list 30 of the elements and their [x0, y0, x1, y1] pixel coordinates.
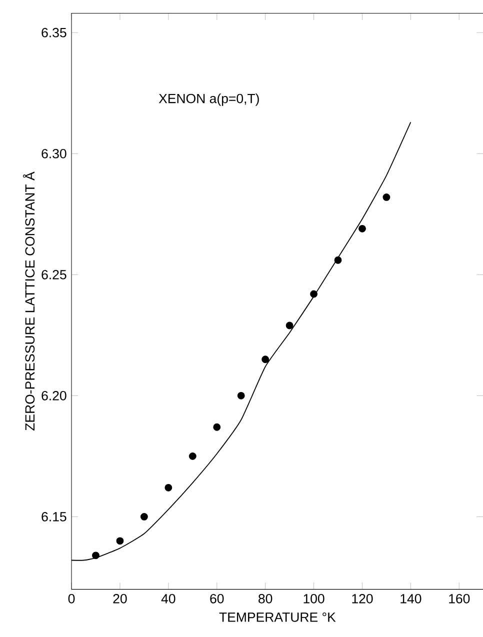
- annotation: XENON a(p=0,T): [158, 93, 259, 106]
- point: [382, 193, 390, 201]
- x-tick-label: 120: [352, 594, 373, 604]
- x-tick-label: 140: [400, 594, 422, 604]
- point: [212, 423, 220, 431]
- point: [92, 552, 100, 560]
- x-axis-title: TEMPERATURE °K: [219, 612, 336, 622]
- point: [237, 392, 245, 400]
- y-axis-title: ZERO-PRESSURE LATTICE CONSTANT Å: [22, 172, 34, 430]
- point: [140, 512, 148, 520]
- y-tick-label: 6.30: [42, 148, 66, 158]
- y-tick-label: 6.15: [42, 512, 66, 522]
- point: [164, 484, 172, 492]
- x-tick-label: 20: [113, 594, 127, 604]
- point: [358, 224, 366, 232]
- point: [261, 356, 269, 364]
- point: [334, 256, 342, 264]
- x-tick-label: 60: [210, 594, 224, 604]
- y-tick-label: 6.35: [42, 28, 66, 38]
- y-tick-label: 6.25: [42, 270, 66, 280]
- y-tick-label: 6.20: [42, 390, 66, 400]
- x-tick-label: 0: [68, 594, 74, 604]
- x-tick-label: 40: [161, 594, 176, 604]
- x-tick-label: 80: [258, 594, 272, 604]
- x-tick-label: 160: [448, 594, 470, 604]
- x-tick-label: 100: [304, 594, 324, 604]
- point: [286, 322, 294, 330]
- point: [188, 452, 196, 460]
- point: [116, 537, 124, 545]
- point: [310, 290, 318, 298]
